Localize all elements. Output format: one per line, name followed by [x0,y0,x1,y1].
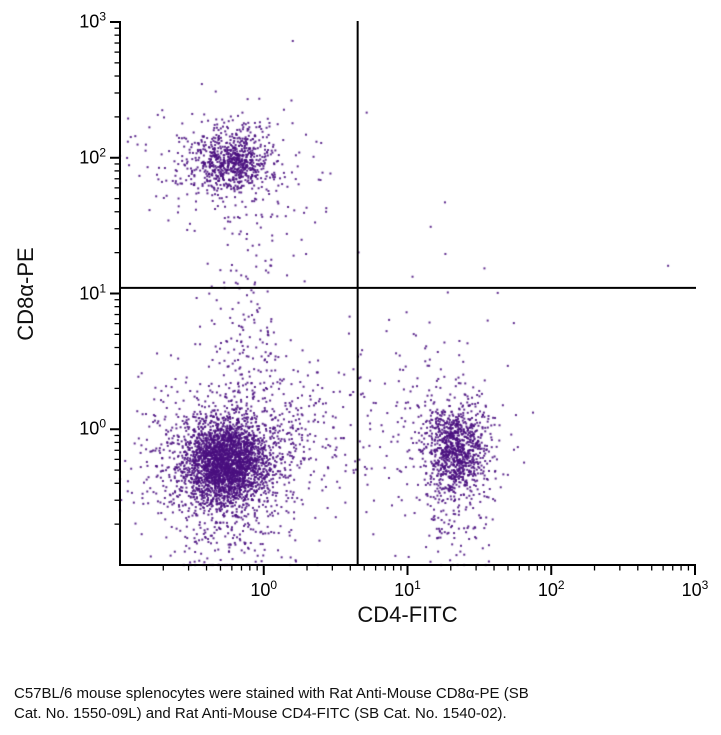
y-axis-tick-label: 102 [79,145,106,168]
x-axis-tick-label: 101 [394,578,421,601]
tick-base: 10 [537,580,558,600]
tick-exponent: 1 [99,280,106,295]
y-axis-tick-label: 101 [79,281,106,304]
tick-exponent: 3 [99,9,106,24]
tick-exponent: 3 [701,578,709,592]
x-axis-tick-label: 103 [682,578,709,601]
tick-exponent: 1 [414,578,421,592]
tick-base: 10 [394,580,415,600]
tick-base: 10 [79,11,100,32]
tick-base: 10 [681,580,702,600]
tick-base: 10 [79,418,100,439]
tick-exponent: 2 [557,578,565,592]
axes-and-quadrant-gates-layer [110,21,696,575]
caption-line-2: Cat. No. 1550-09L) and Rat Anti-Mouse CD… [14,705,507,723]
tick-exponent: 0 [270,578,278,592]
x-axis-tick-label: 102 [538,578,565,601]
caption-line-1: C57BL/6 mouse splenocytes were stained w… [14,685,529,702]
y-axis-tick-label: 103 [79,9,106,32]
tick-base: 10 [79,147,100,168]
y-axis-tick-label: 100 [79,417,106,440]
y-axis-title: CD8α-PE [13,246,38,341]
tick-base: 10 [79,282,100,303]
tick-base: 10 [250,580,271,600]
x-axis-tick-label: 100 [250,578,277,601]
figure-caption: C57BL/6 mouse splenocytes were stained w… [14,684,704,724]
x-axis-title: CD4-FITC [357,602,458,627]
tick-exponent: 2 [99,145,106,160]
tick-exponent: 0 [99,416,106,431]
